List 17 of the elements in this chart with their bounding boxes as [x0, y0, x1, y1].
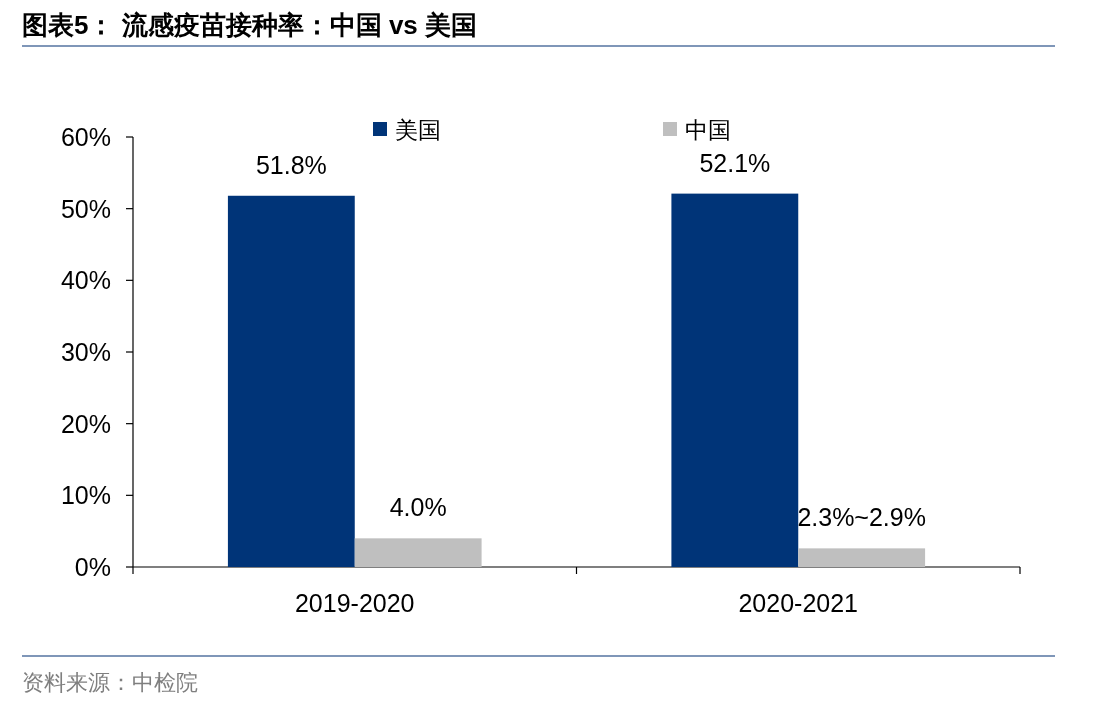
legend-label: 美国	[395, 117, 441, 143]
title: 图表5： 流感疫苗接种率：中国 vs 美国	[22, 10, 478, 40]
annotation: 资料来源：中检院	[22, 670, 198, 695]
ytick: 0%	[74, 553, 111, 581]
legend-label: 中国	[685, 117, 731, 143]
xtick: 2020-2021	[738, 589, 859, 617]
ytick: 20%	[60, 409, 111, 438]
ytick: 50%	[60, 194, 111, 223]
xtick: 2019-2020	[294, 589, 415, 617]
ytick: 40%	[60, 266, 111, 295]
ytick: 10%	[60, 481, 111, 510]
data-label: 52.1%	[699, 148, 771, 177]
data-label: 51.8%	[255, 150, 327, 179]
annotation: 2.3%~2.9%	[797, 503, 926, 532]
ytick: 60%	[60, 123, 111, 151]
data-label: 4.0%	[389, 493, 447, 522]
ytick: 30%	[60, 338, 111, 366]
